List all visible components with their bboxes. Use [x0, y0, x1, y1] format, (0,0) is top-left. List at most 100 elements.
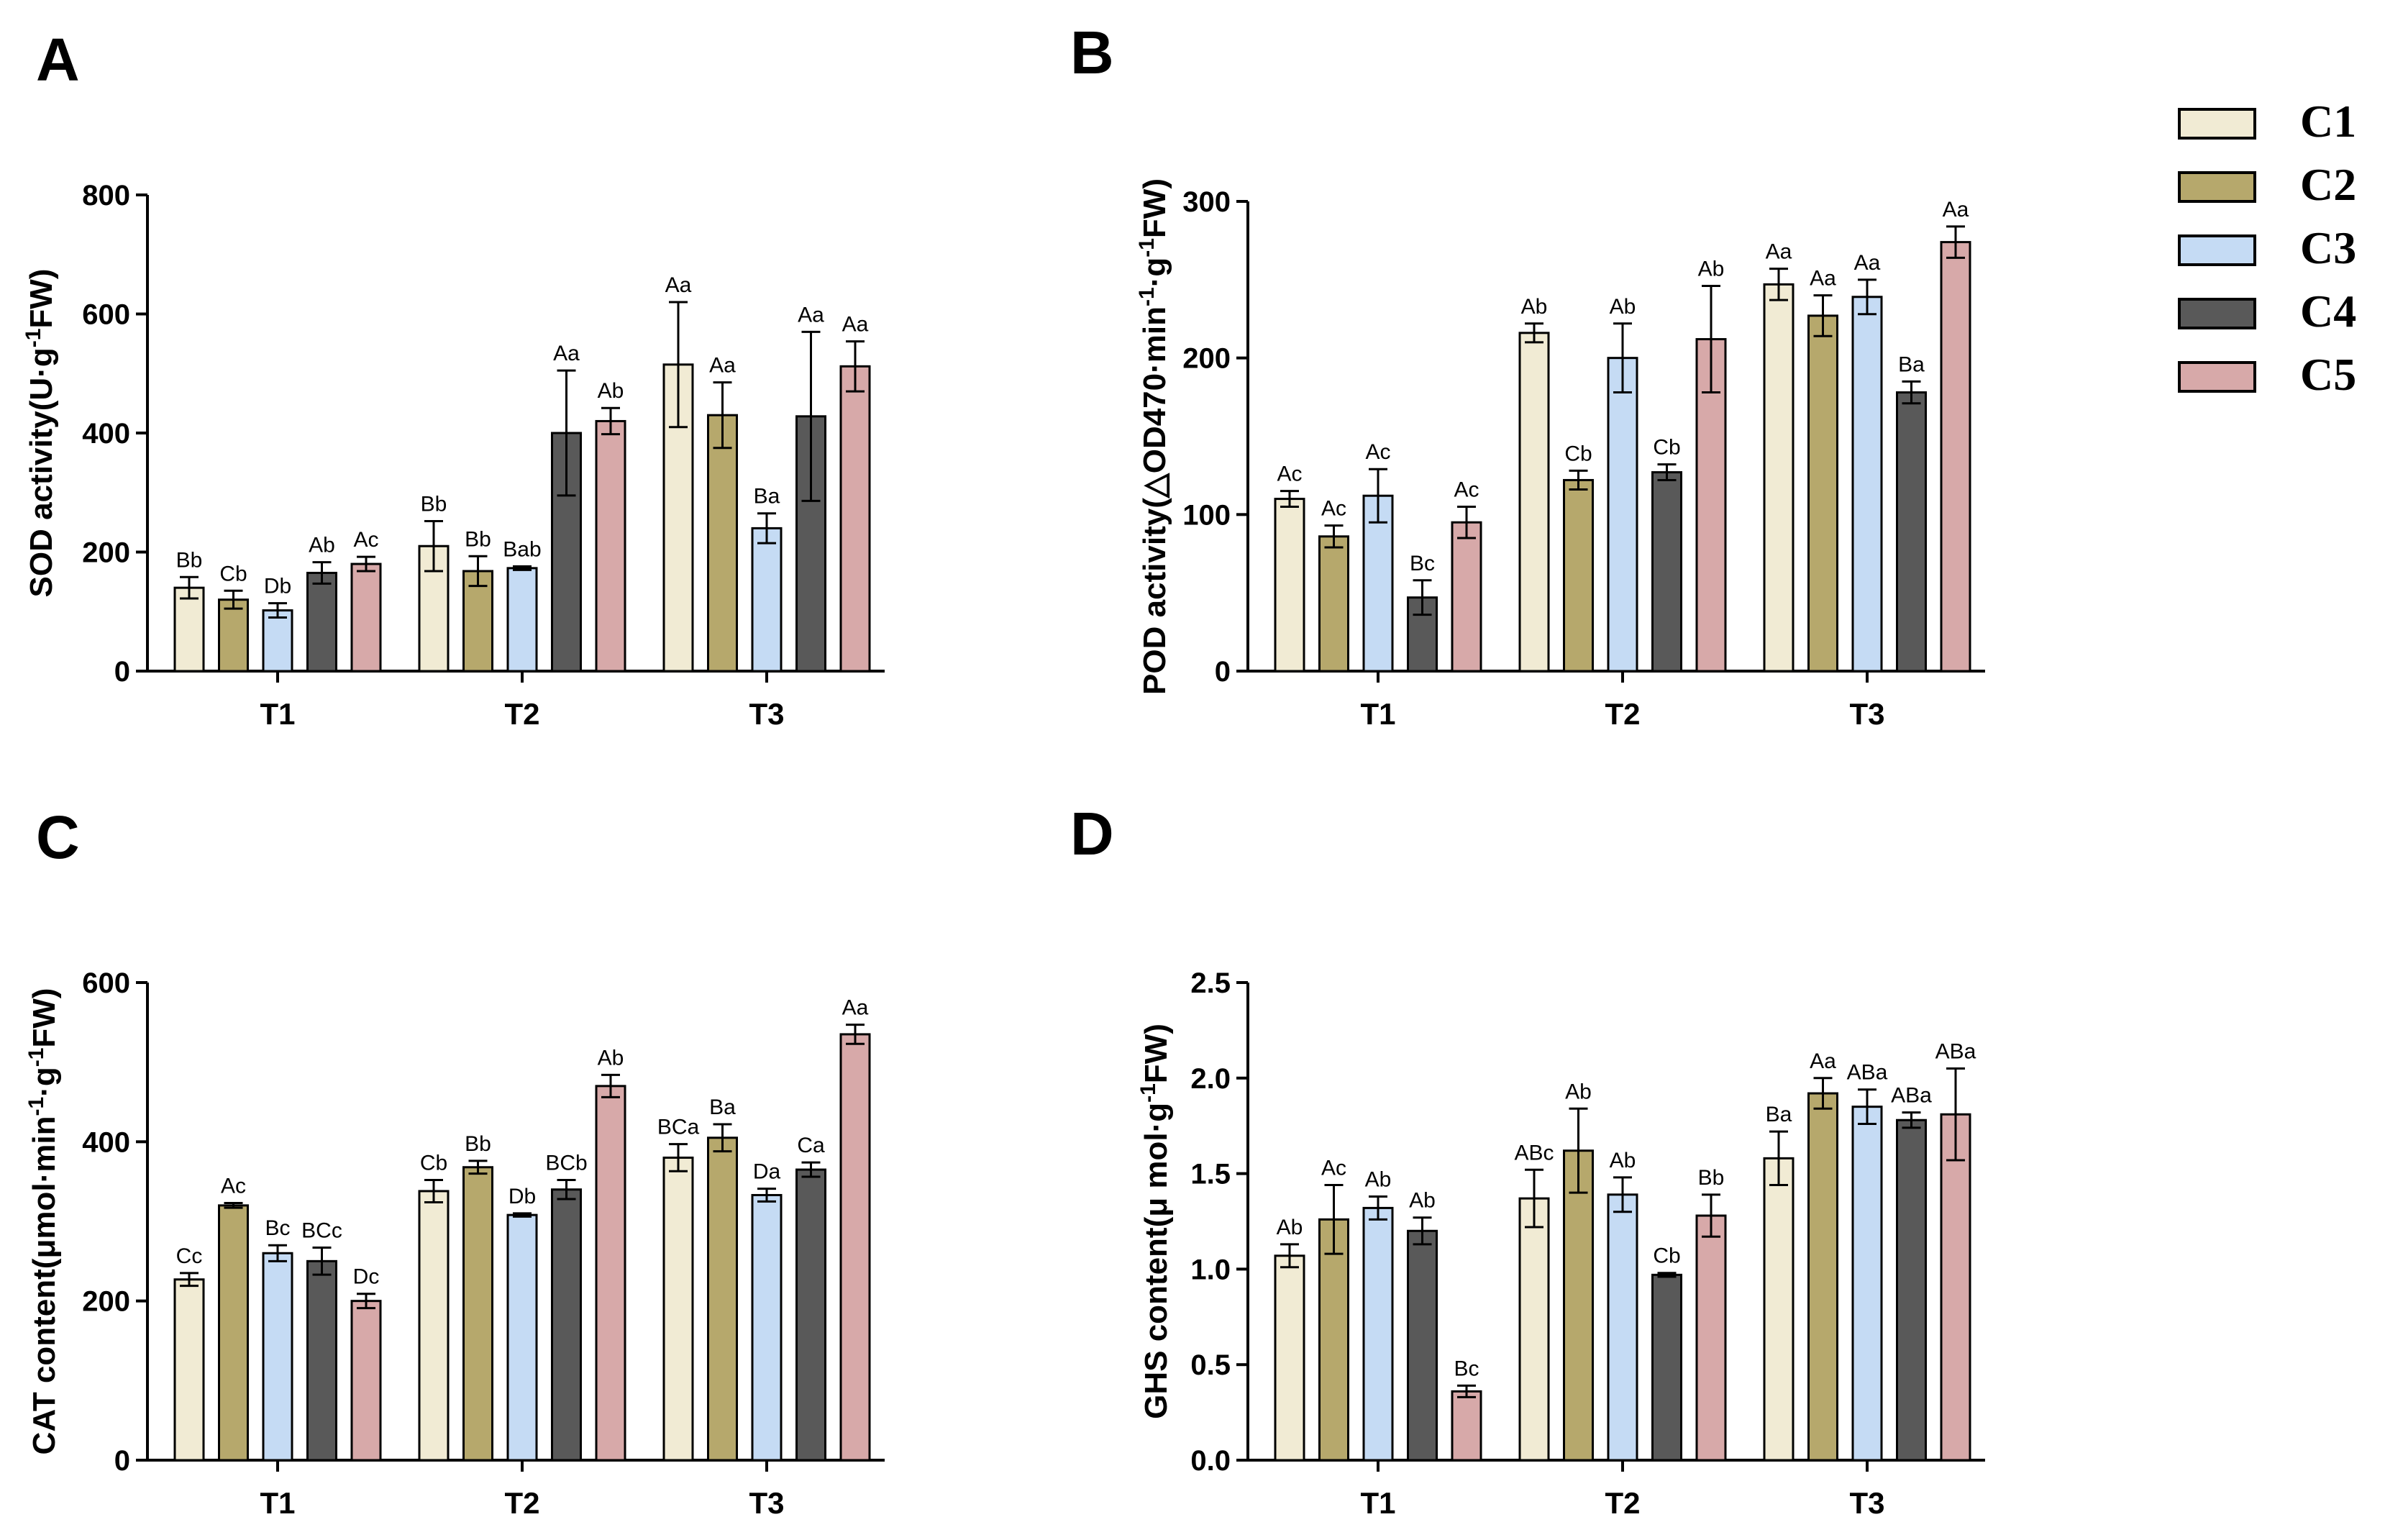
significance-label: Ac — [1321, 497, 1346, 521]
significance-label: Ac — [1365, 440, 1390, 464]
significance-label: Bc — [1454, 1357, 1479, 1380]
y-tick-label: 2.0 — [1190, 1063, 1231, 1095]
bar-c5 — [1451, 1390, 1482, 1462]
y-tick-label: 0 — [1215, 656, 1231, 688]
legend-label-c1: C1 — [2300, 96, 2356, 147]
legend-swatch-c2 — [2178, 171, 2256, 203]
significance-label: ABa — [1935, 1040, 1976, 1064]
x-tick-label: T2 — [504, 1486, 539, 1520]
significance-label: Aa — [1943, 198, 1969, 222]
significance-label: Aa — [709, 354, 736, 378]
y-tick-label: 0 — [114, 656, 130, 688]
y-tick-label: 0.5 — [1190, 1349, 1231, 1381]
y-tick-label: 1.0 — [1190, 1254, 1231, 1285]
bar-c1 — [1763, 283, 1795, 673]
significance-label: Cb — [1653, 1244, 1680, 1268]
significance-label: Bb — [176, 548, 203, 572]
y-tick-label: 200 — [1182, 343, 1231, 375]
significance-label: Cc — [176, 1244, 203, 1268]
panel-letter-c: C — [36, 803, 80, 871]
bar-c5 — [1695, 338, 1727, 673]
significance-label: Ac — [353, 528, 378, 552]
bar-c1 — [173, 1278, 205, 1462]
y-tick-label: 800 — [82, 180, 130, 211]
significance-label: Aa — [1854, 251, 1881, 275]
significance-label: ABa — [1847, 1061, 1888, 1085]
significance-label: Cb — [1653, 436, 1680, 460]
significance-label: Da — [753, 1160, 781, 1184]
bar-c2 — [707, 1136, 738, 1462]
significance-label: Cb — [1564, 442, 1592, 465]
significance-label: Db — [509, 1185, 536, 1208]
significance-label: Ba — [1766, 1103, 1792, 1126]
x-tick-label: T2 — [1605, 1486, 1640, 1520]
significance-label: Bc — [265, 1216, 290, 1240]
y-tick-label: 1.5 — [1190, 1159, 1231, 1190]
bar-c1 — [1274, 498, 1305, 673]
legend-swatch-c4 — [2178, 298, 2256, 329]
bar-c2 — [462, 1166, 493, 1462]
significance-label: Bc — [1410, 552, 1435, 575]
y-tick-label: 100 — [1182, 499, 1231, 531]
bar-c3 — [262, 1252, 293, 1462]
significance-label: Ba — [1898, 352, 1925, 376]
significance-label: Ab — [1565, 1080, 1592, 1103]
significance-label: Ba — [754, 485, 780, 509]
x-tick-label: T3 — [749, 1486, 784, 1520]
legend-swatch-c1 — [2178, 108, 2256, 140]
panel-letter-d: D — [1070, 800, 1114, 867]
bar-c1 — [1274, 1254, 1305, 1462]
significance-label: Ba — [709, 1095, 736, 1119]
y-tick-label: 200 — [82, 1286, 130, 1318]
y-axis-title: SOD activity(U·g-1FW) — [22, 269, 60, 598]
significance-label: Ac — [1454, 478, 1479, 501]
bar-c2 — [1807, 314, 1838, 673]
panel-letter-a: A — [36, 26, 80, 94]
significance-label: Ab — [309, 534, 335, 557]
significance-label: Db — [264, 575, 291, 598]
legend-swatch-c3 — [2178, 234, 2256, 266]
y-tick-label: 200 — [82, 537, 130, 569]
bar-c1 — [1518, 332, 1550, 673]
significance-label: Aa — [1810, 1049, 1836, 1073]
bar-c3 — [506, 567, 538, 673]
x-tick-label: T1 — [260, 697, 295, 731]
y-axis-title: POD activity(△OD470·min-1·g-1FW) — [1135, 178, 1173, 695]
bar-c3 — [262, 609, 293, 673]
significance-label: Aa — [1766, 240, 1792, 264]
bar-c3 — [1607, 357, 1638, 673]
significance-label: Ab — [598, 379, 624, 403]
bar-c3 — [751, 527, 783, 673]
significance-label: ABc — [1514, 1141, 1554, 1165]
y-tick-label: 2.5 — [1190, 967, 1231, 999]
bar-c2 — [462, 570, 493, 673]
bar-c4 — [1651, 471, 1682, 673]
significance-label: Ab — [1521, 295, 1548, 319]
panel-d-chart: 0.0 0.5 1.0 1.5 2.0 2.5 T1 Ab Ac Ab Ab Bc T2 ABc Ab Ab C… — [1136, 967, 1985, 1520]
bar-c5 — [1940, 241, 1971, 673]
significance-label: Aa — [1810, 267, 1836, 291]
panel-b-chart: 0 100 200 300 T1 Ac Ac Ac Bc Ac T2 Ab Cb Ab Cb Ab T3 Aa Aa… — [1135, 178, 1985, 731]
bar-c5 — [839, 1033, 871, 1462]
significance-label: Ac — [1277, 463, 1302, 486]
significance-label: BCb — [545, 1151, 587, 1175]
bar-c3 — [1851, 296, 1883, 673]
bar-c4 — [1651, 1273, 1682, 1462]
significance-label: Ab — [1409, 1189, 1436, 1213]
bar-c1 — [418, 1190, 450, 1462]
significance-label: Ab — [1610, 295, 1636, 319]
bar-c4 — [795, 1168, 826, 1462]
bar-c2 — [1807, 1092, 1838, 1462]
significance-label: Aa — [842, 996, 869, 1020]
legend-label-c2: C2 — [2300, 159, 2356, 210]
y-tick-label: 400 — [82, 1126, 130, 1158]
legend-label-c5: C5 — [2300, 349, 2356, 400]
bar-c5 — [350, 562, 382, 673]
bar-c2 — [1318, 535, 1349, 673]
significance-label: Bb — [1698, 1166, 1725, 1190]
significance-label: Ab — [1610, 1149, 1636, 1172]
y-tick-label: 400 — [82, 418, 130, 450]
x-tick-label: T3 — [1849, 1486, 1884, 1520]
bar-c5 — [350, 1300, 382, 1462]
